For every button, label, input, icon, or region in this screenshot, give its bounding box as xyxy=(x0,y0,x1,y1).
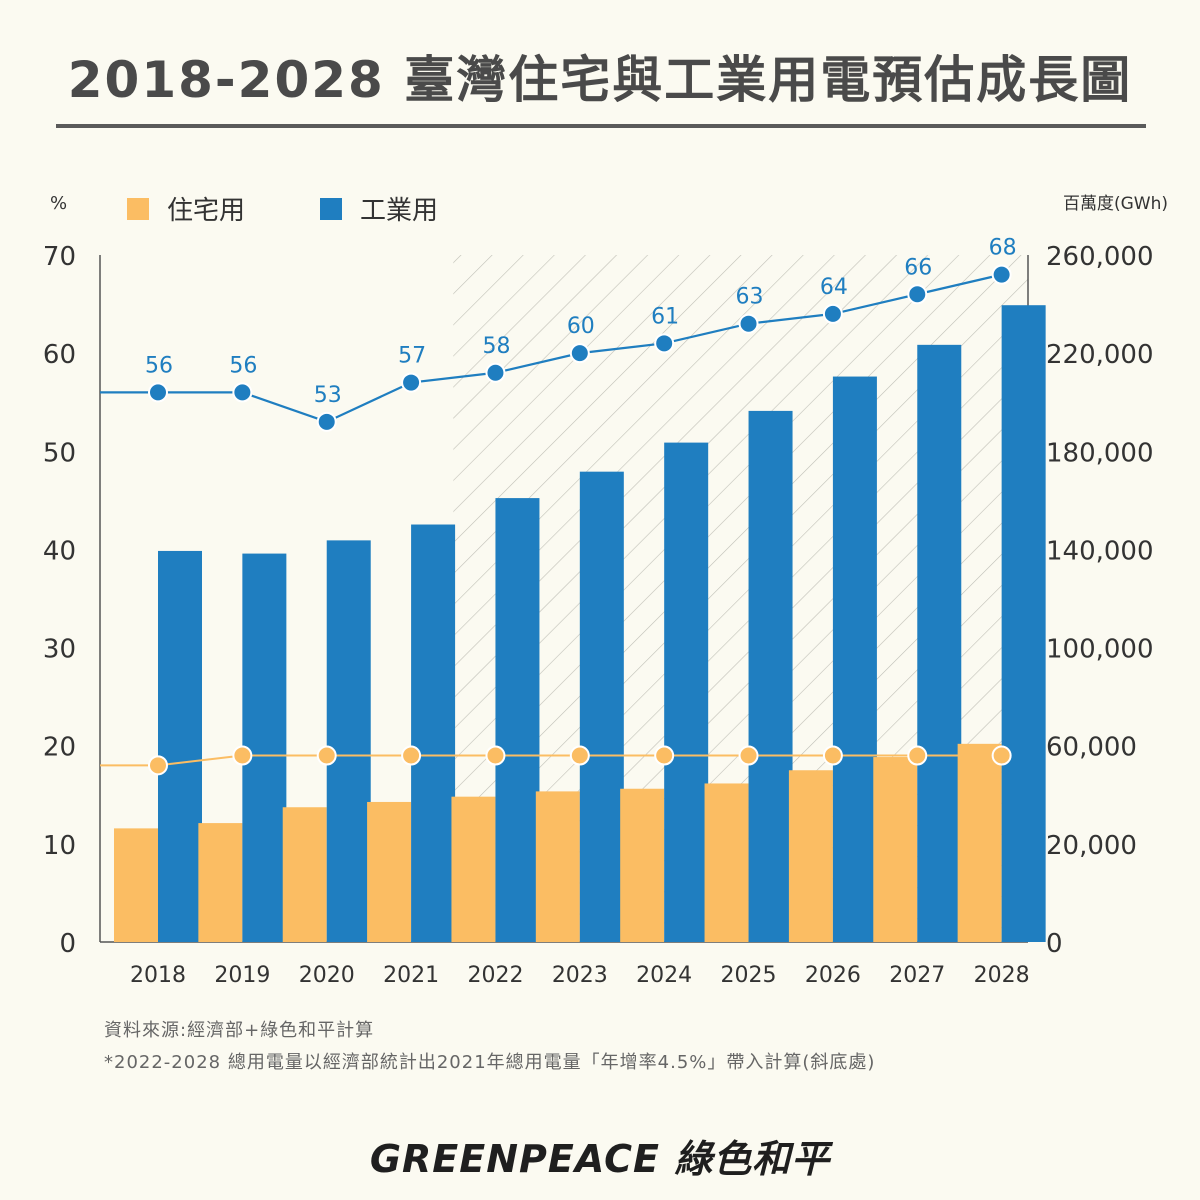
bar-industrial xyxy=(158,550,202,942)
residential-share-point xyxy=(148,755,168,776)
right-tick-label: 0 xyxy=(1046,929,1063,959)
left-tick-label: 60 xyxy=(43,340,76,370)
industrial-share-label: 61 xyxy=(651,304,679,329)
x-tick-label: 2027 xyxy=(889,963,945,988)
right-tick-label: 60,000 xyxy=(1046,733,1137,763)
x-tick-label: 2022 xyxy=(467,963,523,988)
bar-residential xyxy=(114,828,158,942)
bar-residential xyxy=(282,807,327,942)
industrial-share-label: 58 xyxy=(482,334,510,359)
bar-industrial xyxy=(326,540,371,942)
x-tick-label: 2021 xyxy=(383,963,439,988)
industrial-share-point xyxy=(569,343,590,364)
bar-residential xyxy=(620,788,665,942)
residential-share-point xyxy=(654,745,675,766)
industrial-share-point xyxy=(148,382,168,403)
legend-label: 住宅用 xyxy=(167,196,245,226)
industrial-share-label: 57 xyxy=(398,344,426,369)
industrial-share-point xyxy=(907,284,928,305)
left-tick-label: 70 xyxy=(43,242,76,272)
right-tick-label: 140,000 xyxy=(1046,536,1154,566)
right-tick-label: 180,000 xyxy=(1046,438,1154,468)
right-axis-unit: 百萬度(GWh) xyxy=(1063,194,1168,214)
x-tick-label: 2020 xyxy=(299,963,355,988)
x-tick-label: 2025 xyxy=(721,963,777,988)
combo-chart: 0 10 20 30 40 50 60 70% 0 20,000 60,000 100,000 140,… xyxy=(43,193,1168,988)
bar-industrial xyxy=(748,410,793,943)
bar-residential xyxy=(957,743,1002,942)
industrial-share-label: 53 xyxy=(314,383,342,408)
industrial-share-label: 56 xyxy=(145,353,173,378)
left-tick-label: 40 xyxy=(43,536,76,566)
bar-residential xyxy=(367,801,412,942)
industrial-share-label: 63 xyxy=(736,285,764,310)
data-source: 資料來源:經濟部+綠色和平計算 xyxy=(104,1020,375,1041)
legend-label: 工業用 xyxy=(360,196,438,226)
bar-residential xyxy=(535,791,580,942)
industrial-share-point xyxy=(654,333,675,354)
industrial-share-point xyxy=(316,411,337,432)
industrial-share-point xyxy=(232,382,253,403)
industrial-share-label: 68 xyxy=(989,236,1017,261)
legend-swatch xyxy=(127,198,149,220)
industrial-share-point xyxy=(401,372,422,393)
x-tick-label: 2019 xyxy=(214,963,270,988)
industrial-share-label: 64 xyxy=(820,275,848,300)
residential-share-point xyxy=(569,745,590,766)
right-tick-label: 20,000 xyxy=(1046,831,1137,861)
bar-industrial xyxy=(917,344,962,942)
industrial-share-label: 56 xyxy=(229,353,257,378)
x-tick-label: 2023 xyxy=(552,963,608,988)
bar-residential xyxy=(198,823,243,942)
x-tick-label: 2018 xyxy=(130,963,186,988)
residential-share-point xyxy=(822,745,843,766)
chart-title: 2018-2028 臺灣住宅與工業用電預估成長圖 xyxy=(67,51,1133,109)
industrial-share-point xyxy=(991,264,1012,285)
residential-share-point xyxy=(232,745,253,766)
greenpeace-logo: GREENPEACE 綠色和平 xyxy=(369,1137,831,1181)
left-tick-label: 20 xyxy=(43,733,76,763)
right-tick-label: 260,000 xyxy=(1046,242,1154,272)
right-tick-label: 100,000 xyxy=(1046,635,1154,665)
bar-residential xyxy=(451,796,496,942)
bar-residential xyxy=(788,770,833,942)
right-tick-label: 220,000 xyxy=(1046,340,1154,370)
left-tick-label: 50 xyxy=(43,438,76,468)
bar-industrial xyxy=(832,376,877,942)
bar-industrial xyxy=(495,498,540,942)
left-tick-label: 30 xyxy=(43,635,76,665)
industrial-share-label: 60 xyxy=(567,314,595,339)
residential-share-line xyxy=(100,754,1002,767)
x-tick-label: 2026 xyxy=(805,963,861,988)
bar-industrial xyxy=(242,553,287,942)
bar-residential xyxy=(873,757,918,942)
industrial-share-point xyxy=(485,362,506,383)
residential-share-point xyxy=(316,745,337,766)
bar-industrial xyxy=(579,471,624,942)
left-tick-label: 0 xyxy=(59,929,76,959)
bar-industrial xyxy=(411,524,456,942)
left-tick-label: 10 xyxy=(43,831,76,861)
bar-residential xyxy=(704,783,749,942)
title-divider xyxy=(56,124,1146,128)
residential-share-point xyxy=(991,745,1012,766)
industrial-share-line xyxy=(100,273,1002,424)
bar-industrial xyxy=(1001,305,1046,942)
industrial-share-point xyxy=(738,313,759,334)
bar-industrial xyxy=(664,442,709,942)
residential-share-point xyxy=(907,745,928,766)
residential-share-point xyxy=(738,745,759,766)
x-tick-label: 2024 xyxy=(636,963,692,988)
x-tick-label: 2028 xyxy=(974,963,1030,988)
industrial-share-point xyxy=(822,303,843,324)
residential-share-point xyxy=(401,745,422,766)
residential-share-point xyxy=(485,745,506,766)
legend-swatch xyxy=(320,198,342,220)
industrial-share-label: 66 xyxy=(904,255,932,280)
footnote: *2022-2028 總用電量以經濟部統計出2021年總用電量「年增率4.5%」… xyxy=(104,1052,876,1073)
left-axis-unit: % xyxy=(50,193,67,214)
